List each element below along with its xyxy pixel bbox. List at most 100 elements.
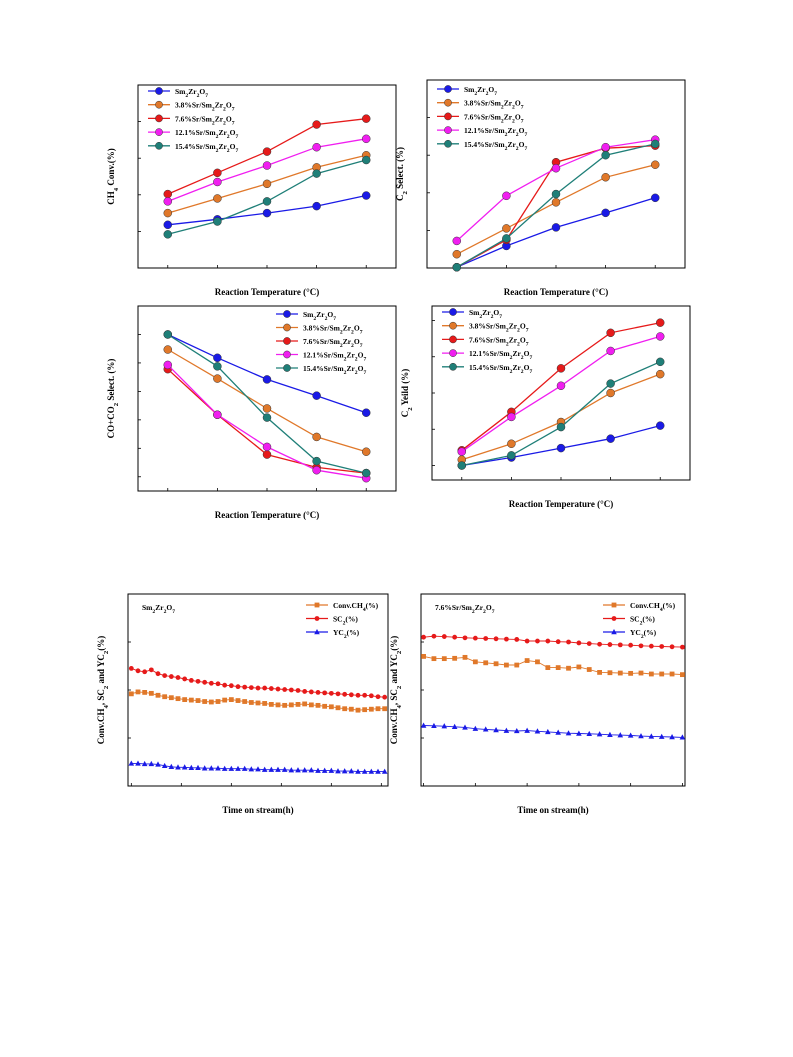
data-point <box>355 692 361 698</box>
data-point <box>452 634 458 640</box>
data-point <box>441 723 448 729</box>
data-point <box>163 189 173 199</box>
data-point <box>268 686 274 691</box>
data-point <box>514 637 520 642</box>
data-point <box>483 636 489 641</box>
legend-item: SC2(%) <box>603 615 655 627</box>
data-point <box>262 179 272 189</box>
data-point <box>679 734 686 740</box>
data-point <box>362 707 368 713</box>
data-point <box>648 643 654 649</box>
series-line <box>131 667 385 698</box>
data-point <box>452 236 462 246</box>
data-point <box>202 699 208 704</box>
data-point <box>421 634 426 640</box>
data-point <box>163 220 173 230</box>
data-point <box>342 691 348 697</box>
data-point <box>658 733 665 739</box>
data-point <box>248 766 255 772</box>
data-point <box>241 765 248 771</box>
legend-marker <box>449 308 457 316</box>
data-point <box>228 765 235 771</box>
data-point <box>188 764 195 770</box>
legend-label: Sm2Zr2O7 <box>175 87 208 99</box>
data-point <box>375 706 381 712</box>
data-point <box>142 690 148 695</box>
data-point <box>472 635 478 641</box>
data-point <box>322 690 328 696</box>
data-point <box>255 766 261 772</box>
data-point <box>648 733 655 739</box>
data-point <box>513 727 520 734</box>
legend-label: 3.8%Sr/Sm2Zr2O7 <box>303 324 363 336</box>
legend-marker <box>444 85 452 93</box>
series-sc2- <box>128 666 388 700</box>
data-point <box>601 208 610 218</box>
series-conv-ch4- <box>421 654 685 678</box>
data-point <box>295 702 301 707</box>
series-12-1-sr-sm2zr2o7 <box>457 332 665 456</box>
series-line <box>423 725 683 738</box>
data-point <box>555 639 561 645</box>
data-point <box>617 670 623 676</box>
data-point <box>155 761 161 767</box>
legend-label: 12.1%Sr/Sm2Zr2O7 <box>469 349 532 361</box>
data-point <box>262 442 272 452</box>
data-point <box>566 665 571 671</box>
data-point <box>655 318 665 327</box>
data-point <box>242 684 248 690</box>
data-point <box>514 662 520 668</box>
data-point <box>361 155 371 165</box>
data-point <box>638 733 644 739</box>
legend-item: 12.1%Sr/Sm2Zr2O7 <box>437 126 527 138</box>
data-point <box>163 208 173 218</box>
data-point <box>235 698 241 703</box>
data-point <box>221 765 228 771</box>
legend-item: Sm2Zr2O7 <box>148 87 208 99</box>
data-point <box>213 217 222 226</box>
data-point <box>638 670 644 676</box>
series-sm2zr2o7 <box>163 191 371 230</box>
data-point <box>362 692 368 698</box>
data-point <box>597 641 602 647</box>
legend-label: 12.1%Sr/Sm2Zr2O7 <box>175 128 238 140</box>
data-point <box>213 353 222 363</box>
legend-item: 12.1%Sr/Sm2Zr2O7 <box>442 349 532 361</box>
data-point <box>361 768 368 774</box>
chart-panel-1: Reaction Temperature (°C) CH4 Conv.(%) Sm2… <box>106 84 397 297</box>
data-point <box>368 768 375 774</box>
data-point <box>504 636 509 642</box>
data-point <box>268 702 274 707</box>
data-point <box>655 357 665 367</box>
data-point <box>361 114 371 123</box>
legend-item: Conv.CH4(%) <box>603 601 676 613</box>
legend-marker <box>283 337 291 345</box>
chart-panel-6: Time on stream(h) Conv.CH4, SC2 and YC2(%… <box>389 593 686 815</box>
data-point <box>524 658 530 663</box>
data-point <box>586 667 592 672</box>
data-point <box>680 644 685 650</box>
series-15-4-sr-sm2zr2o7 <box>452 139 660 272</box>
data-point <box>315 702 321 708</box>
legend-marker <box>449 362 457 371</box>
data-point <box>163 230 173 239</box>
data-point <box>312 456 321 466</box>
data-point <box>503 727 510 733</box>
data-point <box>155 692 161 698</box>
legend-item: 7.6%Sr/Sm2Zr2O7 <box>442 335 529 347</box>
legend-marker <box>314 616 320 621</box>
legend-marker <box>444 98 452 107</box>
data-point <box>262 450 272 459</box>
data-point <box>361 191 371 200</box>
data-point <box>545 638 551 644</box>
data-point <box>655 332 665 341</box>
data-point <box>457 447 467 456</box>
legend-item: 7.6%Sr/Sm2Zr2O7 <box>437 112 524 124</box>
data-point <box>308 689 314 695</box>
plot-frame <box>426 79 686 269</box>
data-point <box>607 731 613 737</box>
data-point <box>163 330 173 339</box>
chart-panel-3: Reaction Temperature (°C) CO+CO2 Select. … <box>106 305 397 520</box>
